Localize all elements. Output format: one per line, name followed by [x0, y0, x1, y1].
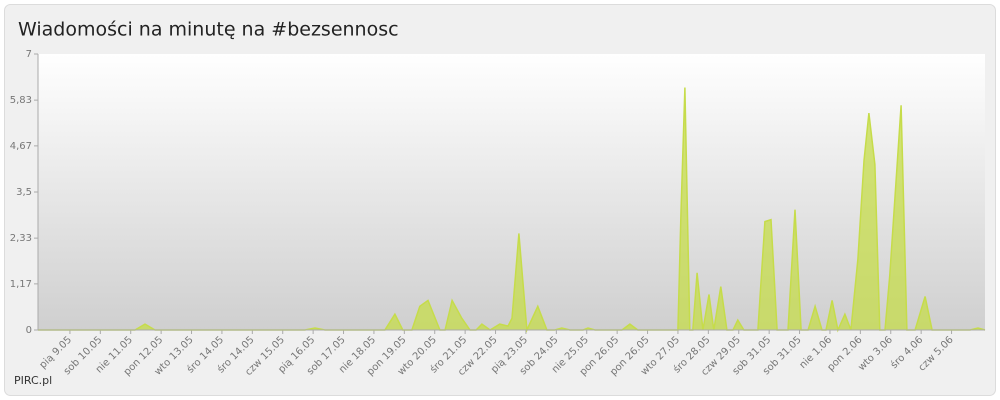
y-tick-label: 3,5	[16, 187, 32, 198]
y-tick-label: 7	[26, 49, 32, 60]
y-tick-label: 5,83	[10, 95, 32, 106]
plot-area	[38, 54, 985, 330]
y-tick-label: 1,17	[10, 279, 32, 290]
y-tick-label: 2,33	[10, 233, 32, 244]
y-tick-label: 0	[26, 325, 32, 336]
area	[38, 87, 985, 330]
y-tick-label: 4,67	[10, 141, 32, 152]
chart-title: Wiadomości na minutę na #bezsennosc	[18, 19, 399, 41]
footer: PIRC.pl	[14, 374, 52, 387]
